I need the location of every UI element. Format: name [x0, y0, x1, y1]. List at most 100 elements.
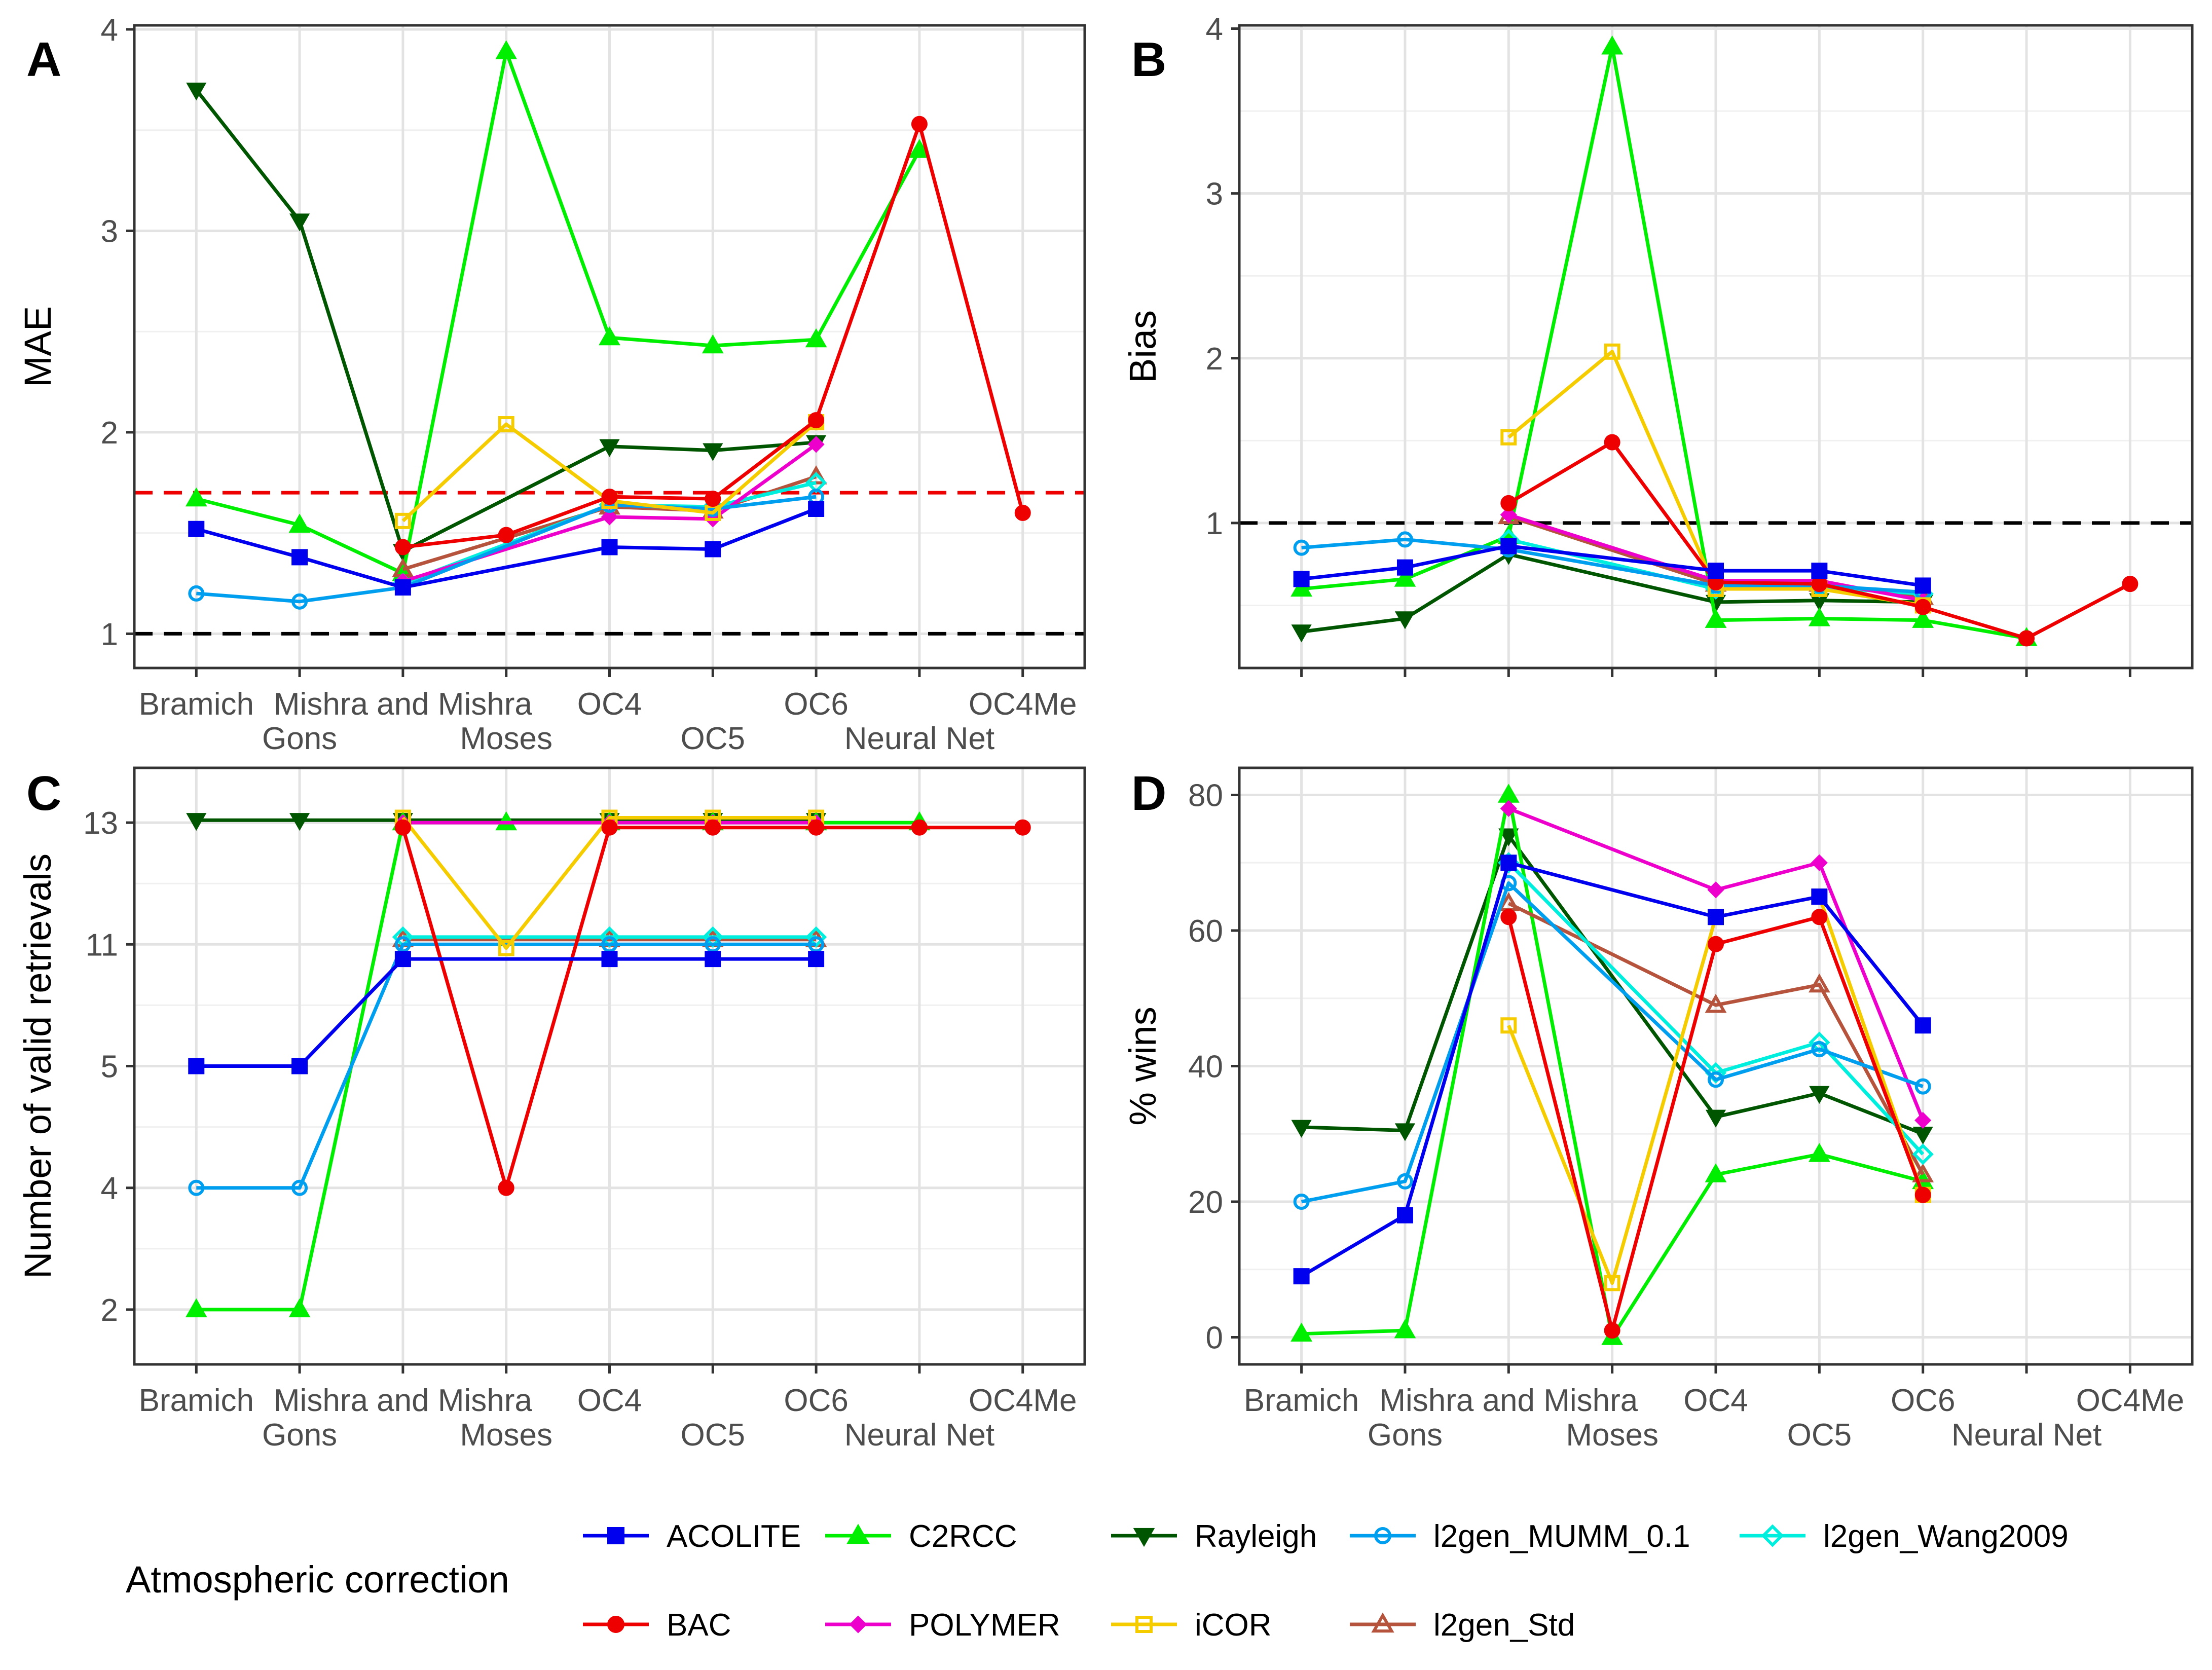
legend-item-c2rcc: C2RCC — [825, 1519, 1017, 1554]
legend-title: Atmospheric correction — [126, 1558, 509, 1601]
point-c2rcc-oc4 — [1705, 609, 1727, 628]
point-rayleigh-bramich — [186, 82, 207, 101]
point-l2gen-mumm-0-1-gons — [1396, 531, 1413, 548]
point-bac-moses — [498, 527, 514, 543]
y-tick-label: 1 — [101, 617, 118, 652]
legend-key-l2gen-wang2009-marker — [1761, 1524, 1784, 1547]
series-line-polymer — [1508, 806, 1925, 1121]
point-c2rcc-moses — [495, 40, 518, 59]
y-tick-label: 2 — [101, 1293, 118, 1328]
point-acolite-bramich — [188, 521, 205, 537]
point-c2rcc-oc6 — [805, 328, 827, 348]
x-tick-label: OC5 — [1787, 1418, 1852, 1453]
y-tick-label: 5 — [101, 1050, 118, 1085]
x-tick-label: Mishra and Mishra — [274, 1383, 532, 1418]
point-acolite-gons — [1396, 559, 1413, 576]
point-l2gen-wang2009-oc6 — [1912, 1143, 1934, 1165]
x-tick-label: Neural Net — [844, 721, 994, 756]
point-bac-oc4 — [1708, 936, 1724, 952]
point-l2gen-mumm-0-1-gons — [291, 1179, 308, 1196]
series-line-c2rcc — [1301, 45, 2027, 640]
point-bac-neural-net — [911, 116, 928, 132]
point-bac-oc6 — [808, 819, 825, 836]
y-tick-label: 13 — [83, 806, 118, 841]
point-acolite-mishra-and-mishra — [394, 951, 411, 968]
legend-item-icor: iCOR — [1111, 1608, 1272, 1643]
point-acolite-bramich — [1293, 1268, 1310, 1285]
point-bac-oc5 — [705, 491, 721, 507]
series-line-l2gen-std — [1507, 902, 1925, 1176]
point-acolite-mishra-and-mishra — [1500, 538, 1517, 554]
point-c2rcc-bramich — [185, 1298, 207, 1318]
point-bac-mishra-and-mishra — [394, 819, 411, 836]
series-line-acolite — [196, 507, 817, 589]
legend-item-bac: BAC — [583, 1608, 731, 1643]
point-bac-mishra-and-mishra — [1500, 909, 1517, 925]
point-acolite-oc4 — [1708, 563, 1724, 579]
point-l2gen-mumm-0-1-gons — [291, 593, 308, 610]
point-polymer-oc4 — [601, 508, 618, 526]
series-bac — [1500, 434, 2139, 647]
legend-key-l2gen-mumm-0-1-marker — [1374, 1527, 1391, 1544]
point-bac-oc4 — [601, 819, 618, 836]
point-l2gen-std-oc5 — [1808, 973, 1830, 993]
point-bac-oc6 — [1914, 599, 1931, 615]
x-tick-label: Bramich — [139, 687, 254, 722]
series-line-l2gen-mumm-0-1 — [196, 495, 817, 604]
legend-key-icor-marker — [1135, 1616, 1153, 1633]
point-c2rcc-neural-net — [908, 139, 931, 158]
point-rayleigh-oc4 — [1705, 1109, 1726, 1128]
point-l2gen-mumm-0-1-bramich — [1293, 1194, 1310, 1210]
y-tick-label: 11 — [86, 927, 118, 962]
point-icor-moses — [1604, 1275, 1620, 1291]
legend-key-c2rcc-marker — [846, 1524, 870, 1544]
x-tick-label: Moses — [460, 721, 552, 756]
y-axis-title: % wins — [1122, 1007, 1164, 1125]
x-tick-label: Mishra and Mishra — [274, 687, 532, 722]
x-tick-label: Gons — [262, 1418, 337, 1453]
x-tick-label: OC5 — [681, 1418, 745, 1453]
point-polymer-mishra-and-mishra — [1500, 506, 1517, 524]
legend-item-rayleigh: Rayleigh — [1111, 1519, 1317, 1554]
series-acolite — [188, 951, 825, 1074]
series-line-icor — [401, 815, 817, 950]
panel-letter: A — [26, 32, 61, 87]
x-tick-label: Neural Net — [844, 1418, 994, 1453]
point-l2gen-mumm-0-1-gons — [1396, 1173, 1413, 1190]
point-l2gen-mumm-0-1-bramich — [188, 1179, 205, 1196]
point-bac-neural-net — [2018, 630, 2035, 647]
point-bac-oc4me — [1014, 819, 1031, 836]
point-icor-moses — [498, 416, 514, 433]
x-tick-label: OC4 — [577, 1383, 642, 1418]
point-c2rcc-bramich — [185, 487, 207, 507]
series-bac — [394, 819, 1031, 1196]
y-axis-title: Bias — [1122, 310, 1164, 383]
point-c2rcc-oc4 — [599, 326, 620, 346]
series-line-acolite — [196, 957, 817, 1068]
point-acolite-gons — [291, 1058, 308, 1074]
legend-label: l2gen_Wang2009 — [1823, 1519, 2069, 1554]
legend-item-acolite: ACOLITE — [583, 1519, 801, 1554]
panel-letter: D — [1131, 766, 1166, 821]
series-line-c2rcc — [196, 50, 921, 575]
legend-item-l2gen-std: l2gen_Std — [1350, 1608, 1575, 1643]
y-tick-label: 3 — [101, 214, 118, 249]
point-l2gen-wang2009-oc4 — [1705, 1062, 1727, 1084]
point-c2rcc-oc5 — [1808, 1143, 1830, 1162]
point-rayleigh-oc5 — [703, 443, 723, 461]
legend-key-acolite-marker — [607, 1527, 624, 1544]
point-acolite-mishra-and-mishra — [394, 579, 411, 596]
point-l2gen-mumm-0-1-bramich — [1293, 539, 1310, 556]
legend-item-l2gen-mumm-0-1: l2gen_MUMM_0.1 — [1350, 1519, 1690, 1554]
point-polymer-oc6 — [807, 436, 825, 453]
x-tick-label: Moses — [1566, 1418, 1658, 1453]
legend-label: iCOR — [1195, 1608, 1272, 1643]
point-acolite-oc5 — [1811, 563, 1828, 579]
legend-key-rayleigh-marker — [1133, 1528, 1155, 1547]
x-tick-label: OC6 — [1891, 1383, 1955, 1418]
legend-key-polymer-marker — [849, 1615, 867, 1634]
point-l2gen-std-oc4 — [1705, 993, 1727, 1013]
point-c2rcc-gons — [1394, 568, 1416, 587]
y-tick-label: 2 — [1206, 342, 1223, 377]
point-acolite-oc6 — [808, 951, 825, 968]
